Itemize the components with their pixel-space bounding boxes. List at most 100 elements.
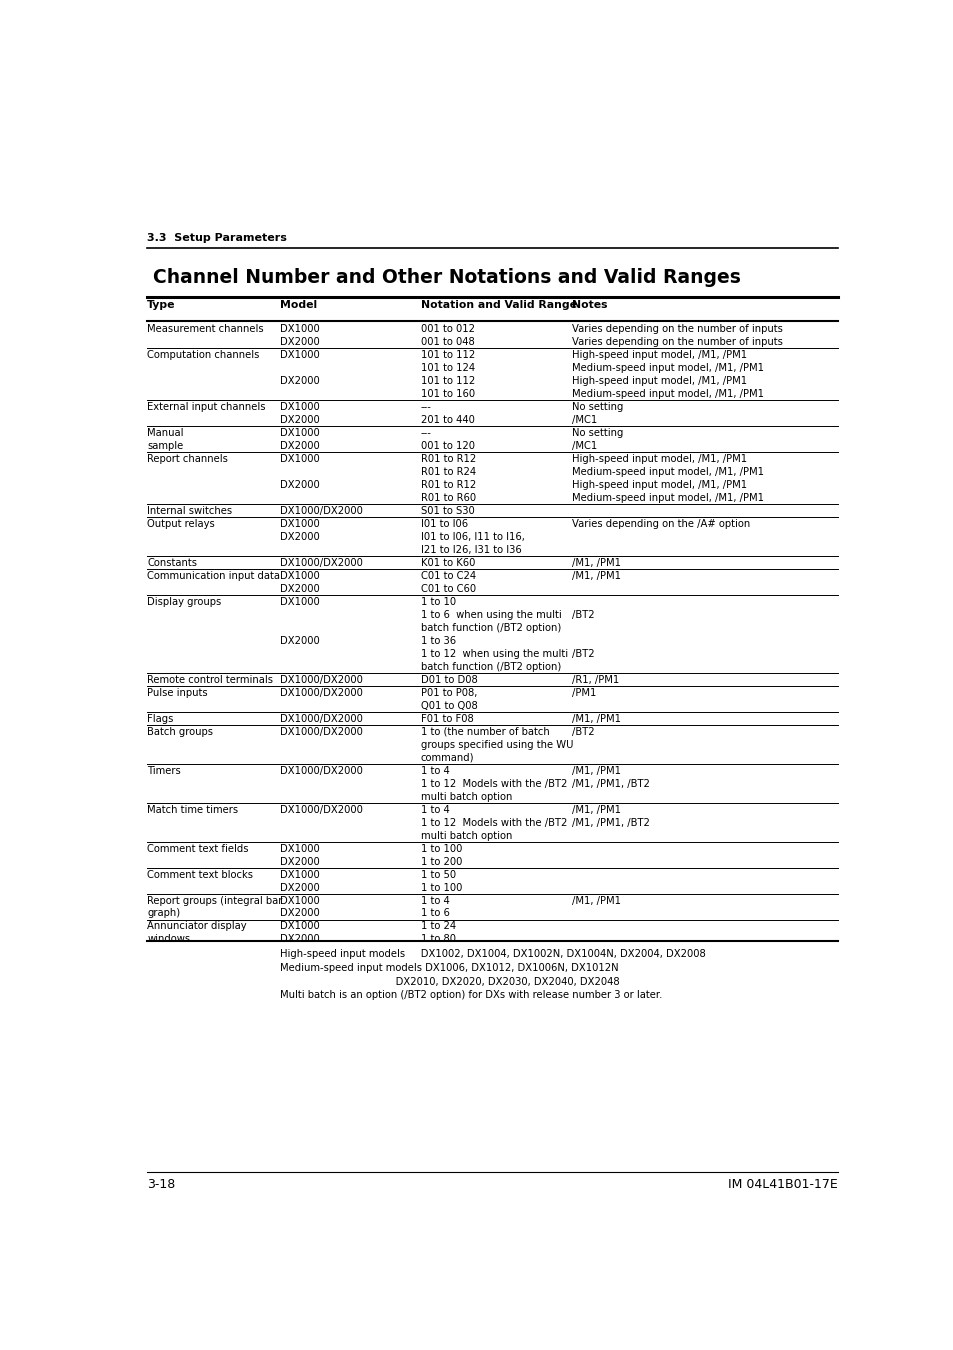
Text: DX1000: DX1000 [280, 518, 320, 529]
Text: DX1000/DX2000: DX1000/DX2000 [280, 765, 363, 775]
Text: I01 to I06, I11 to I16,: I01 to I06, I11 to I16, [420, 532, 524, 541]
Text: /M1, /PM1: /M1, /PM1 [571, 895, 620, 906]
Text: External input channels: External input channels [147, 402, 266, 412]
Text: DX1000: DX1000 [280, 895, 320, 906]
Text: Medium-speed input model, /M1, /PM1: Medium-speed input model, /M1, /PM1 [571, 389, 763, 398]
Text: /M1, /PM1, /BT2: /M1, /PM1, /BT2 [571, 779, 649, 788]
Text: DX1000/DX2000: DX1000/DX2000 [280, 805, 363, 814]
Text: batch function (/BT2 option): batch function (/BT2 option) [420, 622, 560, 633]
Text: 001 to 048: 001 to 048 [420, 336, 475, 347]
Text: Constants: Constants [147, 558, 197, 567]
Text: 1 to 200: 1 to 200 [420, 856, 462, 867]
Text: /MC1: /MC1 [571, 414, 597, 425]
Text: Report groups (integral bar: Report groups (integral bar [147, 895, 282, 906]
Text: 1 to 6: 1 to 6 [420, 909, 449, 918]
Text: DX1000: DX1000 [280, 597, 320, 606]
Text: Annunciator display: Annunciator display [147, 922, 247, 931]
Text: DX1000: DX1000 [280, 922, 320, 931]
Text: DX2000: DX2000 [280, 479, 320, 490]
Text: DX2000: DX2000 [280, 440, 320, 451]
Text: Medium-speed input model, /M1, /PM1: Medium-speed input model, /M1, /PM1 [571, 467, 763, 477]
Text: /BT2: /BT2 [571, 726, 594, 737]
Text: Timers: Timers [147, 765, 181, 775]
Text: Comment text blocks: Comment text blocks [147, 869, 253, 879]
Text: /M1, /PM1: /M1, /PM1 [571, 714, 620, 724]
Text: 1 to (the number of batch: 1 to (the number of batch [420, 726, 549, 737]
Text: Notes: Notes [571, 300, 607, 310]
Text: Varies depending on the /A# option: Varies depending on the /A# option [571, 518, 749, 529]
Text: Medium-speed input model, /M1, /PM1: Medium-speed input model, /M1, /PM1 [571, 493, 763, 502]
Text: multi batch option: multi batch option [420, 830, 512, 841]
Text: R01 to R12: R01 to R12 [420, 479, 476, 490]
Text: High-speed input model, /M1, /PM1: High-speed input model, /M1, /PM1 [571, 375, 746, 386]
Text: DX1000/DX2000: DX1000/DX2000 [280, 675, 363, 684]
Text: R01 to R24: R01 to R24 [420, 467, 476, 477]
Text: /MC1: /MC1 [571, 440, 597, 451]
Text: 1 to 100: 1 to 100 [420, 844, 462, 853]
Text: Report channels: Report channels [147, 454, 228, 463]
Text: 1 to 10: 1 to 10 [420, 597, 456, 606]
Text: Notation and Valid Range: Notation and Valid Range [420, 300, 577, 310]
Text: batch function (/BT2 option): batch function (/BT2 option) [420, 662, 560, 671]
Text: D01 to D08: D01 to D08 [420, 675, 477, 684]
Text: Pulse inputs: Pulse inputs [147, 687, 208, 698]
Text: DX2010, DX2020, DX2030, DX2040, DX2048: DX2010, DX2020, DX2030, DX2040, DX2048 [280, 976, 619, 987]
Text: 1 to 24: 1 to 24 [420, 922, 456, 931]
Text: 3-18: 3-18 [147, 1177, 175, 1191]
Text: DX2000: DX2000 [280, 375, 320, 386]
Text: sample: sample [147, 440, 183, 451]
Text: No setting: No setting [571, 428, 622, 437]
Text: /M1, /PM1: /M1, /PM1 [571, 558, 620, 567]
Text: /BT2: /BT2 [571, 610, 594, 620]
Text: DX2000: DX2000 [280, 583, 320, 594]
Text: DX1000: DX1000 [280, 844, 320, 853]
Text: 3.3  Setup Parameters: 3.3 Setup Parameters [147, 232, 287, 243]
Text: Output relays: Output relays [147, 518, 214, 529]
Text: 101 to 112: 101 to 112 [420, 350, 475, 359]
Text: Batch groups: Batch groups [147, 726, 213, 737]
Text: DX1000/DX2000: DX1000/DX2000 [280, 558, 363, 567]
Text: Comment text fields: Comment text fields [147, 844, 249, 853]
Text: DX2000: DX2000 [280, 909, 320, 918]
Text: DX2000: DX2000 [280, 414, 320, 425]
Text: High-speed input model, /M1, /PM1: High-speed input model, /M1, /PM1 [571, 479, 746, 490]
Text: P01 to P08,: P01 to P08, [420, 687, 476, 698]
Text: windows: windows [147, 934, 191, 945]
Text: DX2000: DX2000 [280, 856, 320, 867]
Text: Internal switches: Internal switches [147, 506, 233, 516]
Text: 001 to 012: 001 to 012 [420, 324, 475, 333]
Text: 1 to 12  when using the multi: 1 to 12 when using the multi [420, 648, 567, 659]
Text: IM 04L41B01-17E: IM 04L41B01-17E [727, 1177, 837, 1191]
Text: DX1000: DX1000 [280, 571, 320, 580]
Text: 1 to 12  Models with the /BT2: 1 to 12 Models with the /BT2 [420, 818, 567, 828]
Text: 1 to 50: 1 to 50 [420, 869, 456, 879]
Text: 1 to 4: 1 to 4 [420, 895, 449, 906]
Text: DX1000: DX1000 [280, 324, 320, 333]
Text: command): command) [420, 752, 474, 763]
Text: Flags: Flags [147, 714, 173, 724]
Text: Computation channels: Computation channels [147, 350, 259, 359]
Text: Manual: Manual [147, 428, 184, 437]
Text: DX1000/DX2000: DX1000/DX2000 [280, 726, 363, 737]
Text: DX1000: DX1000 [280, 402, 320, 412]
Text: High-speed input models     DX1002, DX1004, DX1002N, DX1004N, DX2004, DX2008: High-speed input models DX1002, DX1004, … [280, 949, 705, 960]
Text: C01 to C24: C01 to C24 [420, 571, 476, 580]
Text: DX1000: DX1000 [280, 428, 320, 437]
Text: No setting: No setting [571, 402, 622, 412]
Text: Communication input data: Communication input data [147, 571, 280, 580]
Text: Model: Model [280, 300, 317, 310]
Text: /PM1: /PM1 [571, 687, 596, 698]
Text: R01 to R12: R01 to R12 [420, 454, 476, 463]
Text: R01 to R60: R01 to R60 [420, 493, 476, 502]
Text: groups specified using the WU: groups specified using the WU [420, 740, 573, 749]
Text: /M1, /PM1: /M1, /PM1 [571, 805, 620, 814]
Text: Medium-speed input model, /M1, /PM1: Medium-speed input model, /M1, /PM1 [571, 363, 763, 373]
Text: S01 to S30: S01 to S30 [420, 506, 475, 516]
Text: 1 to 4: 1 to 4 [420, 805, 449, 814]
Text: ---: --- [420, 402, 432, 412]
Text: 101 to 112: 101 to 112 [420, 375, 475, 386]
Text: Varies depending on the number of inputs: Varies depending on the number of inputs [571, 336, 781, 347]
Text: High-speed input model, /M1, /PM1: High-speed input model, /M1, /PM1 [571, 350, 746, 359]
Text: DX1000/DX2000: DX1000/DX2000 [280, 714, 363, 724]
Text: DX2000: DX2000 [280, 532, 320, 541]
